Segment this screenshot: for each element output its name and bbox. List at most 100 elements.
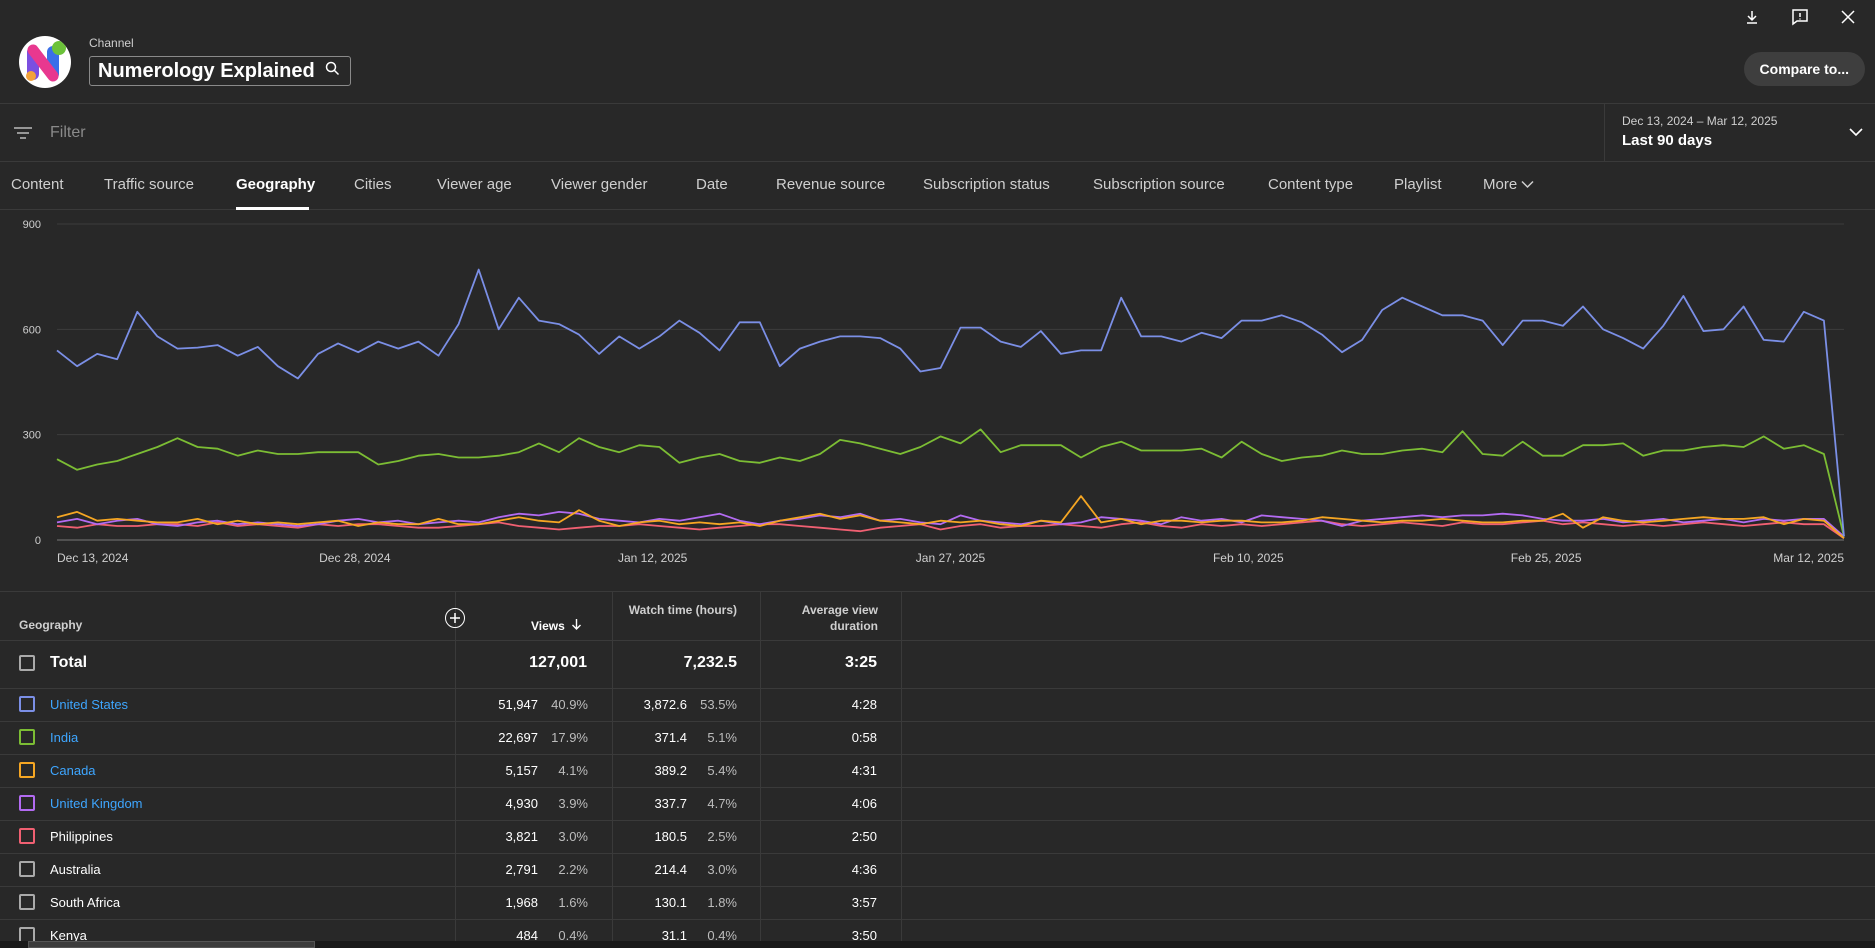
tab-playlist[interactable]: Playlist — [1394, 176, 1442, 193]
tab-more-label: More — [1483, 176, 1518, 193]
close-icon[interactable] — [1835, 4, 1861, 30]
avg-view-duration-header[interactable]: Average view duration — [801, 603, 878, 633]
active-tab-indicator — [236, 207, 309, 210]
tab-subscription-source[interactable]: Subscription source — [1093, 176, 1225, 193]
watch-time-percent: 0.4% — [707, 928, 737, 943]
watch-time-value: 180.5 — [654, 829, 687, 844]
row-checkbox[interactable] — [19, 828, 35, 844]
tab-cities[interactable]: Cities — [354, 176, 392, 193]
country-name[interactable]: India — [50, 730, 79, 745]
row-divider — [0, 640, 1875, 641]
watch-time-percent: 3.0% — [707, 862, 737, 877]
total-checkbox[interactable] — [19, 655, 35, 671]
views-value: 22,697 — [498, 730, 538, 745]
add-metric-icon[interactable] — [445, 608, 465, 628]
row-checkbox[interactable] — [19, 696, 35, 712]
search-icon — [325, 61, 340, 81]
views-value: 1,968 — [505, 895, 538, 910]
row-divider — [0, 820, 1875, 821]
total-watch-time: 7,232.5 — [683, 654, 737, 671]
series-line[interactable] — [56, 428, 1845, 537]
row-checkbox[interactable] — [19, 894, 35, 910]
tab-more[interactable]: More — [1483, 176, 1534, 193]
watch-time-value: 3,872.6 — [643, 697, 687, 712]
filter-bar: Filter Dec 13, 2024 – Mar 12, 2025 Last … — [0, 104, 1875, 162]
table-row: Kenya 484 0.4% 31.1 0.4% 3:50 — [0, 919, 1875, 948]
geography-header[interactable]: Geography — [19, 618, 83, 632]
x-tick-label: Dec 13, 2024 — [57, 551, 129, 565]
watch-time-value: 337.7 — [654, 796, 687, 811]
country-name[interactable]: United States — [50, 697, 129, 712]
date-period-label: Last 90 days — [1622, 132, 1713, 149]
taskbar-item[interactable] — [28, 941, 315, 948]
table-row: Canada 5,157 4.1% 389.2 5.4% 4:31 — [0, 754, 1875, 787]
views-header[interactable]: Views — [531, 618, 582, 633]
country-name[interactable]: United Kingdom — [50, 796, 143, 811]
country-name[interactable]: Canada — [50, 763, 96, 778]
watch-time-percent: 1.8% — [707, 895, 737, 910]
watch-time-value: 389.2 — [654, 763, 687, 778]
x-tick-label: Jan 12, 2025 — [618, 551, 688, 565]
feedback-icon[interactable] — [1787, 4, 1813, 30]
views-percent: 3.9% — [558, 796, 588, 811]
compare-button[interactable]: Compare to... — [1743, 52, 1865, 86]
tab-viewer-age[interactable]: Viewer age — [437, 176, 512, 193]
channel-avatar — [19, 36, 71, 88]
y-tick-label: 300 — [23, 430, 41, 442]
table-row: United States 51,947 40.9% 3,872.6 53.5% 4:28 — [0, 688, 1875, 721]
watch-time-percent: 4.7% — [707, 796, 737, 811]
series-line[interactable] — [56, 268, 1845, 537]
views-percent: 1.6% — [558, 895, 588, 910]
views-header-label: Views — [531, 618, 565, 633]
tab-content-type[interactable]: Content type — [1268, 176, 1354, 193]
row-divider — [0, 886, 1875, 887]
row-checkbox[interactable] — [19, 861, 35, 877]
tab-geography[interactable]: Geography — [236, 176, 316, 193]
column-divider — [901, 592, 902, 948]
filter-icon[interactable] — [13, 125, 33, 146]
watch-time-value: 371.4 — [654, 730, 687, 745]
watch-time-value: 214.4 — [654, 862, 687, 877]
table-row: South Africa 1,968 1.6% 130.1 1.8% 3:57 — [0, 886, 1875, 919]
sort-down-arrow-icon — [571, 618, 582, 633]
filter-input[interactable]: Filter — [50, 124, 86, 141]
total-avg-view-duration: 3:25 — [844, 654, 877, 671]
row-divider — [0, 919, 1875, 920]
views-percent: 17.9% — [551, 730, 588, 745]
watch-time-percent: 53.5% — [700, 697, 737, 712]
avg-view-duration-value: 4:06 — [851, 796, 877, 811]
date-range-text: Dec 13, 2024 – Mar 12, 2025 — [1622, 114, 1778, 128]
watch-time-header[interactable]: Watch time (hours) — [628, 603, 737, 617]
x-tick-label: Mar 12, 2025 — [1773, 551, 1844, 565]
row-divider — [0, 721, 1875, 722]
tab-content[interactable]: Content — [11, 176, 64, 193]
tab-subscription-status[interactable]: Subscription status — [923, 176, 1050, 193]
tab-viewer-gender[interactable]: Viewer gender — [551, 176, 648, 193]
country-name: Kenya — [50, 928, 87, 943]
watch-time-value: 130.1 — [654, 895, 687, 910]
total-row: Total 127,001 7,232.5 3:25 — [0, 640, 1875, 688]
country-name: Philippines — [50, 829, 113, 844]
avg-view-duration-value: 3:57 — [851, 895, 877, 910]
row-checkbox[interactable] — [19, 762, 35, 778]
tab-traffic-source[interactable]: Traffic source — [104, 176, 195, 193]
row-checkbox[interactable] — [19, 729, 35, 745]
row-divider — [0, 853, 1875, 854]
views-percent: 0.4% — [558, 928, 588, 943]
row-divider — [0, 787, 1875, 788]
y-tick-label: 0 — [35, 535, 41, 547]
channel-selector[interactable]: Numerology Explained — [89, 56, 351, 86]
avg-view-duration-value: 4:36 — [851, 862, 877, 877]
download-icon[interactable] — [1739, 4, 1765, 30]
row-checkbox[interactable] — [19, 795, 35, 811]
column-divider — [612, 592, 613, 948]
series-line[interactable] — [56, 495, 1845, 539]
tab-date[interactable]: Date — [696, 176, 728, 193]
tab-revenue-source[interactable]: Revenue source — [776, 176, 886, 193]
table-row: Australia 2,791 2.2% 214.4 3.0% 4:36 — [0, 853, 1875, 886]
date-range-selector[interactable]: Dec 13, 2024 – Mar 12, 2025 Last 90 days — [1604, 104, 1875, 162]
avg-view-duration-value: 2:50 — [851, 829, 877, 844]
views-value: 3,821 — [505, 829, 538, 844]
watch-time-value: 31.1 — [661, 928, 687, 943]
views-value: 484 — [516, 928, 538, 943]
